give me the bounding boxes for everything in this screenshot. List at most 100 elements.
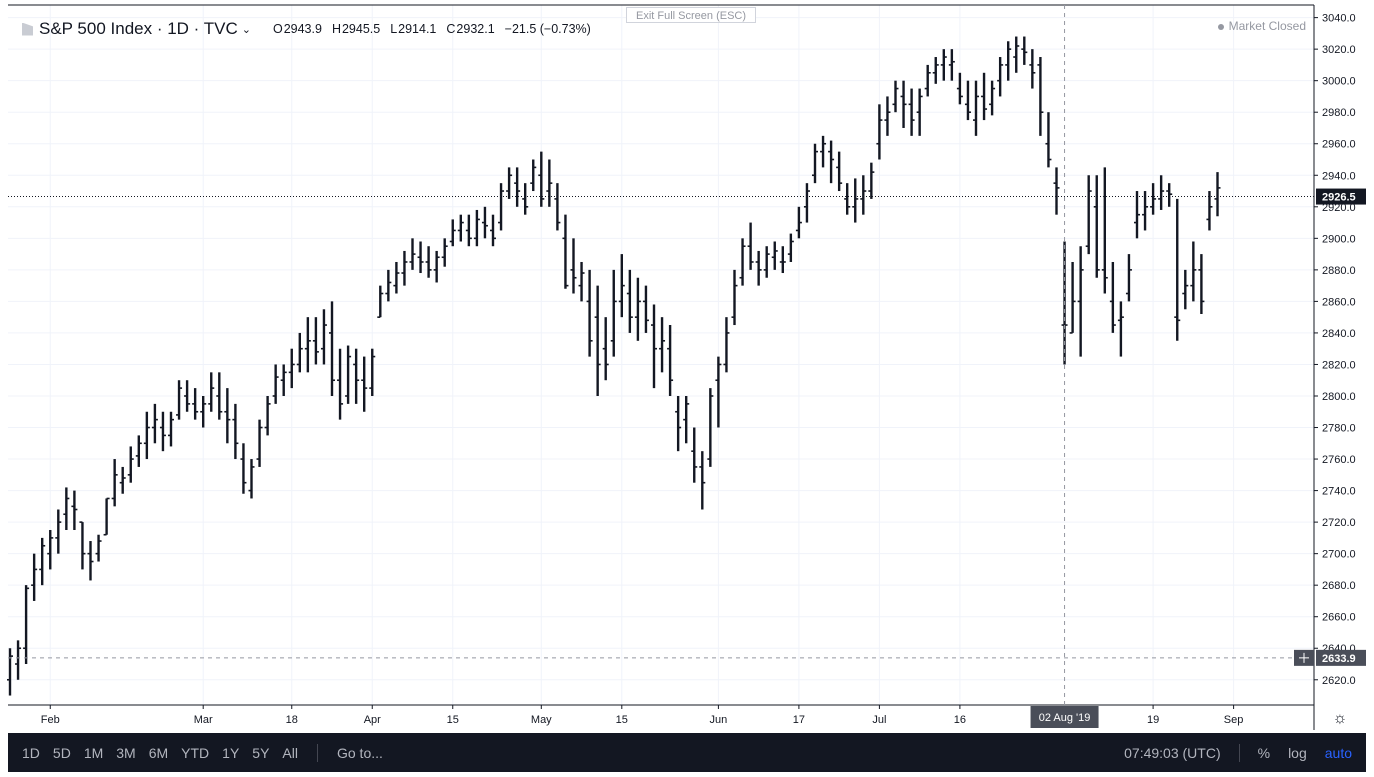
chevron-down-icon[interactable]: ⌄ xyxy=(241,23,251,36)
ohlc-bar xyxy=(1013,36,1020,73)
ohlc-bar xyxy=(337,348,344,420)
ohlc-bar xyxy=(1053,167,1060,215)
range-3m[interactable]: 3M xyxy=(116,744,136,761)
ohlc-bar xyxy=(924,64,931,97)
time-tick-label: 15 xyxy=(616,714,628,726)
ohlc-bar xyxy=(425,246,432,278)
ohlc-bar xyxy=(135,435,142,467)
ohlc-bar xyxy=(31,553,38,601)
ohlc-bar xyxy=(803,183,810,223)
ohlc-bar xyxy=(224,388,231,444)
ohlc-bar xyxy=(860,175,867,215)
ohlc-bar xyxy=(884,96,891,136)
price-tick-label: 2900.0 xyxy=(1322,233,1356,245)
ohlc-bar xyxy=(329,301,335,396)
time-tick-label: 17 xyxy=(793,714,805,726)
time-tick-label: 15 xyxy=(447,714,459,726)
price-tick-label: 2800.0 xyxy=(1322,391,1356,403)
log-scale-toggle[interactable]: log xyxy=(1288,744,1307,761)
ohlc-bar xyxy=(755,250,762,286)
percent-scale-toggle[interactable]: % xyxy=(1257,744,1271,761)
price-tick-label: 2980.0 xyxy=(1322,107,1356,119)
ohlc-bars xyxy=(7,36,1221,696)
ohlc-bar xyxy=(1109,261,1116,333)
ohlc-bar xyxy=(1174,198,1181,341)
ohlc-bar xyxy=(659,317,666,373)
range-1d[interactable]: 1D xyxy=(22,744,40,761)
ohlc-bar xyxy=(771,241,778,270)
time-tick-label: Jul xyxy=(872,714,886,726)
ohlc-bar xyxy=(473,209,480,247)
ohlc-bar xyxy=(1142,191,1149,231)
time-axis[interactable]: Feb Mar 18 Apr 15 May 15 Jun 17 Jul 16 Sep 19 xyxy=(41,705,1244,726)
ohlc-bar xyxy=(1166,183,1173,207)
ohlc-bar xyxy=(1093,175,1100,278)
ohlc-bar xyxy=(1037,57,1044,136)
ohlc-bar xyxy=(1150,183,1157,215)
ohlc-bar xyxy=(578,261,585,302)
date-range-group: 1D 5D 1M 3M 6M YTD 1Y 5Y All Go to... xyxy=(22,733,383,772)
ohlc-bar xyxy=(546,159,553,207)
range-1m[interactable]: 1M xyxy=(83,744,104,761)
ohlc-bar xyxy=(1198,254,1205,315)
price-tick-label: 3020.0 xyxy=(1322,44,1356,56)
ohlc-bar xyxy=(642,285,649,333)
ohlc-bar xyxy=(498,183,505,231)
ohlc-bar xyxy=(393,261,400,294)
ohlc-bar xyxy=(1214,172,1221,217)
ohlc-bar xyxy=(192,388,199,420)
time-tick-label: Sep xyxy=(1224,714,1244,726)
ohlc-bar xyxy=(409,238,416,270)
time-tick-label: Jun xyxy=(710,714,728,726)
price-tick-label: 2660.0 xyxy=(1322,612,1356,624)
price-tick-label: 3000.0 xyxy=(1322,76,1356,88)
change-value: −21.5 (−0.73%) xyxy=(504,22,591,36)
goto-button[interactable]: Go to... xyxy=(336,744,383,761)
utc-clock[interactable]: 07:49:03 (UTC) xyxy=(1124,744,1221,761)
settings-gear-icon[interactable]: ☼ xyxy=(1332,710,1348,727)
ohlc-bar xyxy=(1182,269,1189,310)
last-price-tag-label: 2926.5 xyxy=(1322,192,1356,204)
auto-scale-toggle[interactable]: auto xyxy=(1324,744,1352,761)
open-label: O xyxy=(272,22,283,36)
range-ytd[interactable]: YTD xyxy=(181,744,210,761)
range-all[interactable]: All xyxy=(282,744,298,761)
ohlc-bar xyxy=(763,246,770,278)
range-1y[interactable]: 1Y xyxy=(222,744,240,761)
ohlc-bar xyxy=(1158,175,1165,210)
open-number: 2943.9 xyxy=(283,22,322,36)
price-tick-label: 2920.0 xyxy=(1322,202,1356,214)
price-tick-label: 3040.0 xyxy=(1322,13,1356,25)
ohlc-bar xyxy=(353,348,360,404)
ohlc-bar xyxy=(1085,175,1092,255)
range-5d[interactable]: 5D xyxy=(52,744,71,761)
crosshair-price-label: 2633.9 xyxy=(1322,653,1356,665)
exit-fullscreen-button[interactable]: Exit Full Screen (ESC) xyxy=(626,7,756,23)
price-tick-label: 2680.0 xyxy=(1322,580,1356,592)
low-value: L2914.1 xyxy=(390,22,436,36)
ohlc-bar xyxy=(288,348,295,389)
ohlc-bar xyxy=(377,285,384,318)
status-dot-icon xyxy=(1217,23,1224,30)
time-tick-label: Mar xyxy=(194,714,213,726)
ohlc-bar xyxy=(127,446,134,483)
high-label: H xyxy=(331,22,341,36)
range-6m[interactable]: 6M xyxy=(148,744,169,761)
ohlc-bar xyxy=(15,640,22,680)
price-tick-label: 2700.0 xyxy=(1322,549,1356,561)
ohlc-bar xyxy=(143,411,150,460)
ohlc-bar xyxy=(956,72,963,105)
symbol-title[interactable]: S&P 500 Index · 1D · TVC xyxy=(39,19,238,38)
ohlc-bar xyxy=(39,537,46,586)
low-number: 2914.1 xyxy=(398,22,437,36)
ohlc-bar xyxy=(272,364,279,404)
market-status: Market Closed xyxy=(1217,19,1306,33)
ohlc-bar xyxy=(908,88,915,136)
range-5y[interactable]: 5Y xyxy=(252,744,270,761)
ohlc-bar xyxy=(940,49,947,81)
price-tick-label: 2820.0 xyxy=(1322,359,1356,371)
ohlc-bar xyxy=(63,487,70,530)
ohlc-bar xyxy=(345,345,352,404)
